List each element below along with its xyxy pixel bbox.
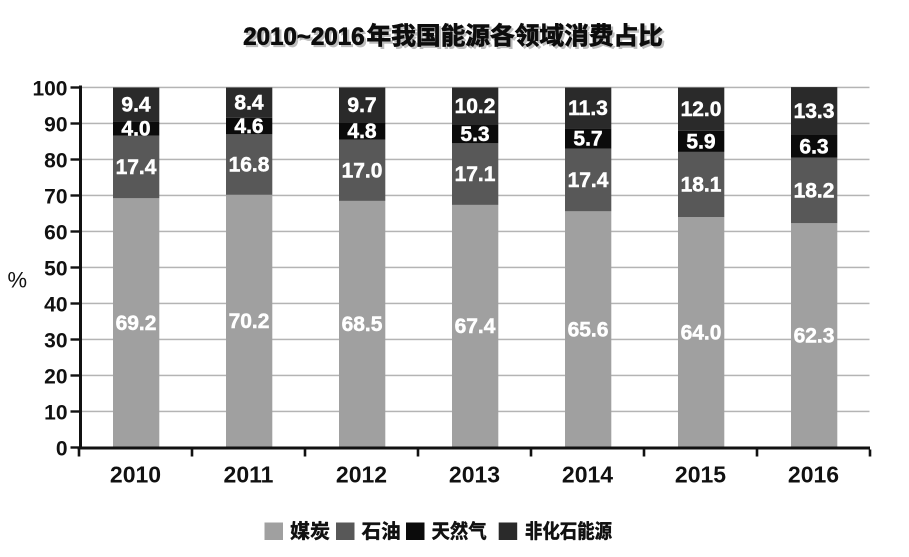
svg-text:17.1: 17.1 bbox=[455, 163, 496, 186]
svg-text:12.0: 12.0 bbox=[681, 98, 722, 121]
svg-text:90: 90 bbox=[44, 114, 67, 137]
svg-text:5.3: 5.3 bbox=[460, 123, 489, 146]
svg-text:18.1: 18.1 bbox=[681, 174, 722, 197]
svg-text:40: 40 bbox=[44, 294, 67, 317]
svg-text:17.4: 17.4 bbox=[116, 156, 157, 179]
svg-text:11.3: 11.3 bbox=[568, 97, 608, 120]
svg-text:16.8: 16.8 bbox=[229, 154, 270, 177]
svg-text:6.3: 6.3 bbox=[799, 135, 828, 158]
svg-text:20: 20 bbox=[44, 366, 67, 389]
svg-text:4.8: 4.8 bbox=[347, 120, 377, 143]
svg-text:%: % bbox=[8, 268, 28, 293]
svg-text:64.0: 64.0 bbox=[681, 321, 722, 344]
svg-text:9.7: 9.7 bbox=[347, 94, 376, 117]
svg-text:4.0: 4.0 bbox=[121, 118, 150, 141]
svg-text:68.5: 68.5 bbox=[342, 313, 383, 336]
svg-text:10.2: 10.2 bbox=[455, 95, 496, 118]
svg-text:0: 0 bbox=[56, 438, 68, 461]
svg-text:2013: 2013 bbox=[449, 462, 500, 488]
svg-text:100: 100 bbox=[32, 78, 67, 101]
svg-text:17.0: 17.0 bbox=[342, 159, 383, 182]
svg-text:13.3: 13.3 bbox=[794, 100, 835, 123]
svg-text:2011: 2011 bbox=[224, 462, 274, 488]
svg-text:17.4: 17.4 bbox=[568, 169, 609, 192]
svg-text:8.4: 8.4 bbox=[234, 92, 264, 115]
svg-text:60: 60 bbox=[44, 222, 67, 245]
svg-text:2012: 2012 bbox=[336, 462, 387, 488]
svg-text:9.4: 9.4 bbox=[121, 93, 151, 116]
svg-text:70.2: 70.2 bbox=[229, 310, 270, 333]
svg-text:2014: 2014 bbox=[562, 462, 613, 488]
svg-text:2016: 2016 bbox=[788, 462, 839, 488]
svg-text:67.4: 67.4 bbox=[455, 315, 496, 338]
svg-text:4.6: 4.6 bbox=[234, 115, 263, 138]
svg-text:30: 30 bbox=[44, 330, 67, 353]
svg-text:18.2: 18.2 bbox=[794, 180, 835, 203]
svg-text:10: 10 bbox=[44, 402, 67, 425]
svg-text:80: 80 bbox=[44, 150, 67, 173]
svg-text:5.9: 5.9 bbox=[686, 130, 715, 153]
svg-text:70: 70 bbox=[44, 186, 67, 209]
svg-text:2015: 2015 bbox=[675, 462, 726, 488]
svg-text:50: 50 bbox=[44, 258, 67, 281]
svg-text:5.7: 5.7 bbox=[573, 127, 602, 150]
svg-text:2010: 2010 bbox=[110, 462, 161, 488]
svg-text:69.2: 69.2 bbox=[116, 312, 157, 335]
svg-text:65.6: 65.6 bbox=[568, 318, 609, 341]
svg-text:62.3: 62.3 bbox=[794, 324, 835, 347]
